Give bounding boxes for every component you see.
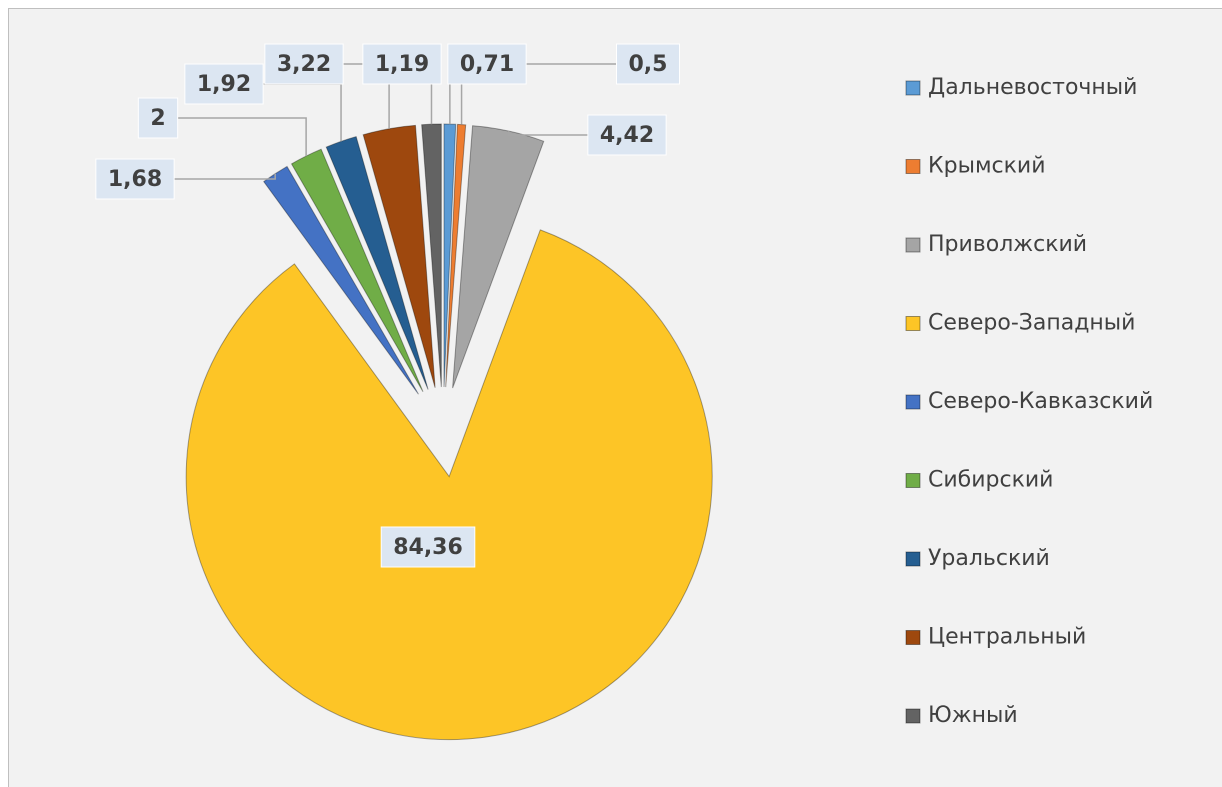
slice [185, 229, 713, 741]
data-label-box [264, 43, 344, 85]
legend-label: Крымский [928, 154, 1046, 179]
legend-swatch [905, 316, 921, 331]
data-label-box [380, 526, 476, 568]
data-labels: 0,71 0,5 4,42 84,36 1,68 2 1,92 3,22 1,19 [95, 43, 680, 568]
data-label-box [616, 43, 680, 85]
data-label: 84,36 [393, 535, 463, 560]
legend-label: Приволжский [928, 232, 1087, 257]
data-label-box [447, 43, 527, 85]
data-label: 1,68 [108, 167, 162, 192]
legend-swatch [905, 551, 921, 567]
leader-line [158, 117, 307, 157]
data-label: 0,71 [460, 52, 514, 77]
legend-swatch [905, 708, 921, 724]
data-label-box [137, 97, 179, 139]
legend-label: Уральский [928, 546, 1050, 571]
legend-label: Южный [928, 703, 1018, 728]
legend-label: Сибирский [928, 468, 1053, 493]
legend-label: Дальневосточный [928, 75, 1137, 100]
data-label: 1,19 [375, 52, 429, 77]
legend-swatch [905, 630, 921, 645]
legend-swatch [905, 159, 921, 174]
data-label: 0,5 [629, 52, 668, 77]
legend-swatch [905, 473, 921, 488]
legend-swatch [905, 80, 921, 96]
data-label: 1,92 [197, 72, 251, 97]
data-label: 3,22 [277, 52, 331, 77]
data-label: 4,42 [600, 123, 654, 148]
slices [185, 123, 713, 741]
data-label-box [362, 43, 442, 85]
data-label-box [184, 63, 264, 105]
slice [290, 148, 424, 392]
legend-swatch [905, 237, 921, 253]
leader-line [135, 173, 276, 180]
data-label: 2 [150, 106, 165, 131]
legend-label: Северо-Кавказский [928, 389, 1153, 414]
legend-swatch [905, 394, 921, 410]
legend-label: Центральный [928, 625, 1086, 650]
data-label-box [95, 158, 175, 200]
data-label-box [587, 114, 667, 156]
legend-label: Северо-Западный [928, 311, 1135, 336]
